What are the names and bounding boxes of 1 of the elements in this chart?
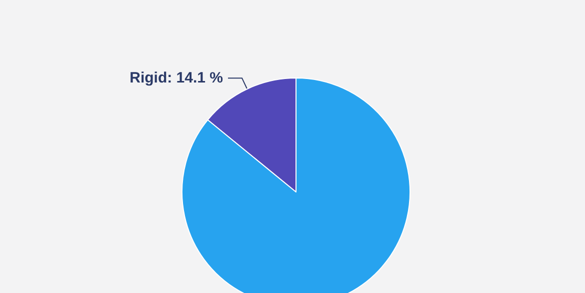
data-label: Rigid: 14.1 % [130,70,223,87]
